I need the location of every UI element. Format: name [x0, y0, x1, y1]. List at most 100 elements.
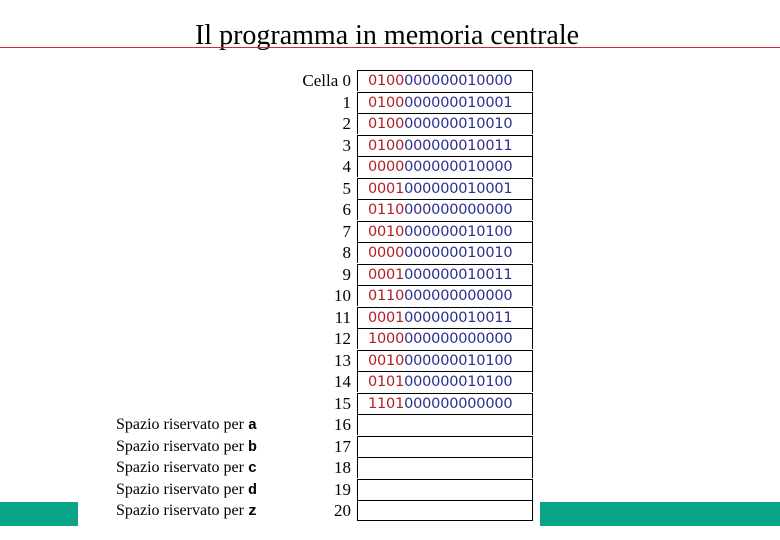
memory-cell: 0010000000010100	[357, 349, 533, 371]
memory-row: 9 0001000000010011	[0, 263, 780, 286]
memory-row: 2 0100000000010010	[0, 113, 780, 135]
memory-cell: 0001000000010011	[357, 306, 533, 328]
variable-name: c	[247, 460, 257, 477]
cell-address-label: 12	[334, 329, 351, 348]
cell-address-label: 14	[334, 372, 351, 391]
memory-row: 4 0000000000010000	[0, 156, 780, 178]
opcode-bits: 0010	[368, 352, 405, 369]
memory-cell: 0001000000010011	[357, 263, 533, 285]
variable-name: z	[247, 503, 257, 520]
reserved-prefix: Spazio riservato per	[116, 459, 244, 476]
variable-name: b	[247, 438, 257, 456]
opcode-bits: 0000	[368, 245, 405, 261]
memory-cell: 0000000000010010	[357, 242, 533, 263]
memory-cell: 1000000000000000	[357, 328, 533, 349]
operand-bits: 000000000000	[404, 395, 513, 412]
reserved-prefix: Spazio riservato per	[116, 437, 244, 455]
footer-accent-left	[0, 502, 78, 526]
cell-address-label: 1	[342, 92, 352, 112]
operand-bits: 000000010010	[404, 245, 513, 261]
opcode-bits: 1000	[368, 331, 405, 347]
page-title: Il programma in memoria centrale	[194, 20, 580, 51]
opcode-bits: 1101	[368, 395, 405, 412]
memory-cell: 0100000000010001	[357, 91, 533, 113]
memory-row: 15 1101000000000000	[0, 392, 780, 415]
cell-address-label: 10	[334, 286, 351, 305]
opcode-bits: 0000	[368, 159, 405, 175]
memory-cell	[357, 435, 533, 457]
operand-bits: 000000010011	[404, 137, 513, 154]
variable-name: a	[247, 417, 257, 434]
memory-row: 14 0101000000010100	[0, 371, 780, 393]
operand-bits: 000000010010	[404, 116, 513, 132]
memory-cell: 0100000000010000	[357, 70, 533, 91]
memory-row: Spazio riservato per a 16	[0, 414, 780, 436]
title-divider	[0, 47, 780, 48]
cell-address-label: 13	[334, 350, 351, 370]
cell-address-label: 18	[334, 458, 351, 477]
memory-cell: 0000000000010000	[357, 156, 533, 177]
memory-cell	[357, 414, 533, 435]
memory-row: 3 0100000000010011	[0, 134, 780, 157]
reserved-prefix: Spazio riservato per	[116, 502, 244, 519]
memory-row: 13 0010000000010100	[0, 349, 780, 372]
memory-row: 12 1000000000000000	[0, 328, 780, 350]
operand-bits: 000000010000	[404, 73, 513, 89]
operand-bits: 000000010100	[404, 374, 513, 390]
operand-bits: 000000010011	[404, 309, 513, 326]
cell-address-label: 6	[342, 200, 352, 219]
operand-bits: 000000000000	[404, 288, 513, 304]
opcode-bits: 0110	[368, 288, 405, 304]
memory-cell: 0100000000010011	[357, 134, 533, 156]
operand-bits: 000000010001	[404, 94, 513, 111]
reserved-label: Spazio riservato per b	[116, 436, 257, 459]
memory-row: Spazio riservato per d 19	[0, 478, 780, 502]
cell-address-label: 7	[342, 221, 352, 241]
memory-cell: 0010000000010100	[357, 220, 533, 242]
memory-row: 5 0001000000010001	[0, 177, 780, 200]
cell-address-label: 20	[334, 501, 351, 520]
memory-row: 7 0010000000010100	[0, 220, 780, 243]
cell-address-label: 8	[342, 243, 352, 262]
reserved-label: Spazio riservato per a	[116, 414, 257, 437]
cell-address-label: 5	[342, 178, 352, 198]
operand-bits: 000000000000	[404, 331, 513, 347]
variable-name: d	[247, 481, 257, 499]
memory-cell: 0101000000010100	[357, 371, 533, 392]
reserved-label: Spazio riservato per d	[116, 479, 257, 502]
opcode-bits: 0100	[368, 116, 405, 132]
opcode-bits: 0100	[368, 73, 405, 89]
reserved-label: Spazio riservato per z	[116, 500, 257, 523]
reserved-prefix: Spazio riservato per	[116, 480, 244, 498]
cell-address-label: 17	[334, 436, 351, 456]
cell-address-label: 2	[342, 114, 352, 133]
memory-cell: 0100000000010010	[357, 113, 533, 134]
operand-bits: 000000000000	[404, 202, 513, 218]
memory-row: 6 0110000000000000	[0, 199, 780, 221]
opcode-bits: 0100	[368, 137, 405, 154]
cell-address-label: 11	[334, 307, 351, 327]
memory-cell: 0110000000000000	[357, 199, 533, 220]
opcode-bits: 0010	[368, 223, 405, 240]
memory-cell: 0001000000010001	[357, 177, 533, 199]
memory-row: 1 0100000000010001	[0, 91, 780, 114]
memory-row: Cella 0 0100000000010000	[0, 70, 780, 92]
opcode-bits: 0001	[368, 309, 405, 326]
opcode-bits: 0100	[368, 94, 405, 111]
cell-address-label: 4	[342, 157, 352, 176]
memory-cell: 0110000000000000	[357, 285, 533, 306]
memory-row: Spazio riservato per z 20	[0, 500, 780, 522]
memory-cell	[357, 478, 533, 500]
memory-row: 11 0001000000010011	[0, 306, 780, 329]
memory-cell	[357, 457, 533, 478]
cell-address-label: 15	[334, 393, 351, 413]
operand-bits: 000000010000	[404, 159, 513, 175]
cell-address-label: 16	[334, 415, 351, 434]
opcode-bits: 0101	[368, 374, 405, 390]
operand-bits: 000000010100	[404, 352, 513, 369]
reserved-prefix: Spazio riservato per	[116, 416, 244, 433]
cell-address-label: 9	[342, 264, 352, 284]
cell-address-label: 3	[342, 135, 352, 155]
operand-bits: 000000010100	[404, 223, 513, 240]
memory-row: Spazio riservato per b 17	[0, 435, 780, 459]
